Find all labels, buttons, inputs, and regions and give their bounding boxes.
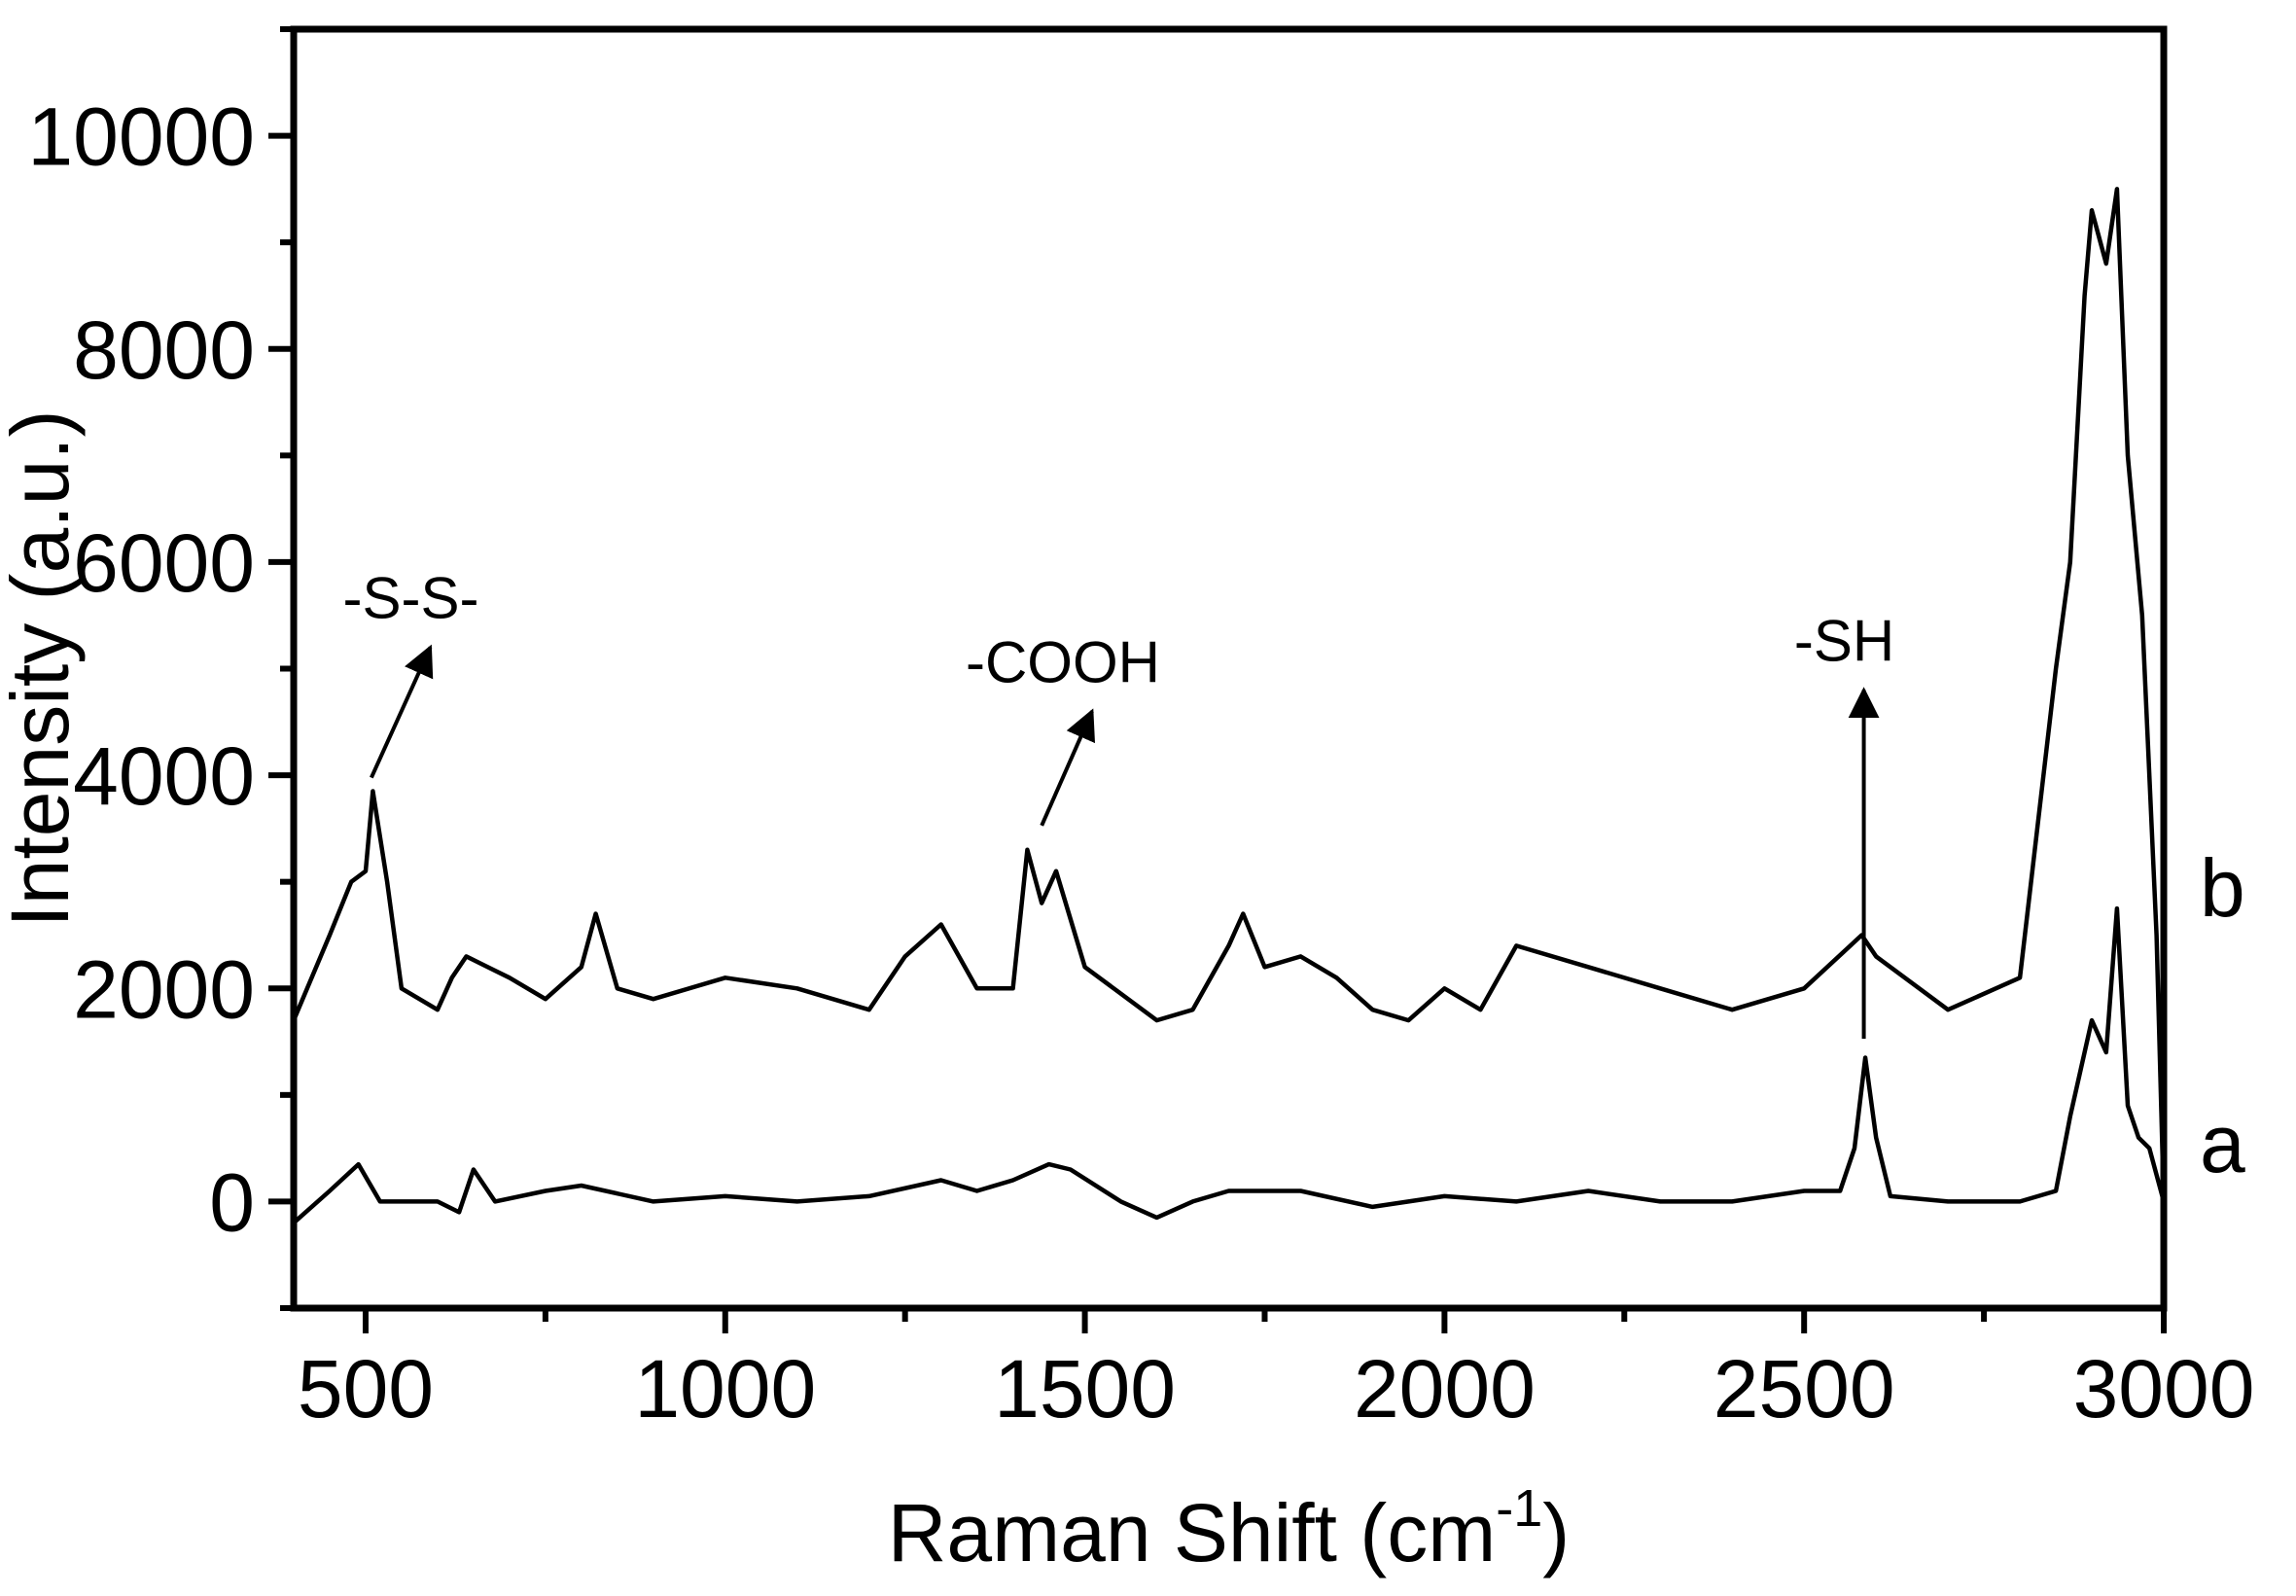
y-axis-ticks: 0 2000 4000 6000 8000 10000 xyxy=(27,26,294,1311)
series-label-b: b xyxy=(2200,842,2245,934)
series-layer: ab xyxy=(291,187,2245,1224)
x-axis-title-superscript: -1 xyxy=(1496,1479,1542,1538)
annotation-label: -COOH xyxy=(966,629,1160,694)
x-tick-label: 1000 xyxy=(634,1343,816,1435)
y-tick-label: 10000 xyxy=(27,91,255,183)
annotation-label: -S-S- xyxy=(343,566,479,631)
annotation-arrow xyxy=(370,644,434,779)
y-tick-label: 4000 xyxy=(73,730,255,822)
x-tick-label: 1500 xyxy=(994,1343,1176,1435)
annotation-label: -SH xyxy=(1794,608,1894,673)
series-line-a xyxy=(292,905,2167,1224)
x-axis-ticks: 500 1000 1500 2000 2500 3000 xyxy=(298,1308,2255,1435)
y-tick-label: 2000 xyxy=(73,943,255,1035)
x-tick-label: 500 xyxy=(298,1343,434,1435)
y-tick-label: 6000 xyxy=(73,517,255,609)
y-tick-label: 8000 xyxy=(73,304,255,396)
series-label-a: a xyxy=(2200,1098,2245,1189)
y-axis-title: Intensity (a.u.) xyxy=(0,409,86,927)
x-axis-title: Raman Shift (cm-1) xyxy=(888,1479,1571,1578)
annotation-arrow xyxy=(1040,708,1096,827)
x-tick-label: 2000 xyxy=(1354,1343,1536,1435)
x-tick-label: 2500 xyxy=(1713,1343,1895,1435)
series-line-b xyxy=(291,187,2167,1202)
y-tick-label: 0 xyxy=(209,1156,255,1248)
x-tick-label: 3000 xyxy=(2073,1343,2255,1435)
annotation-layer: -S-S- -COOH -SH xyxy=(343,566,1894,1039)
